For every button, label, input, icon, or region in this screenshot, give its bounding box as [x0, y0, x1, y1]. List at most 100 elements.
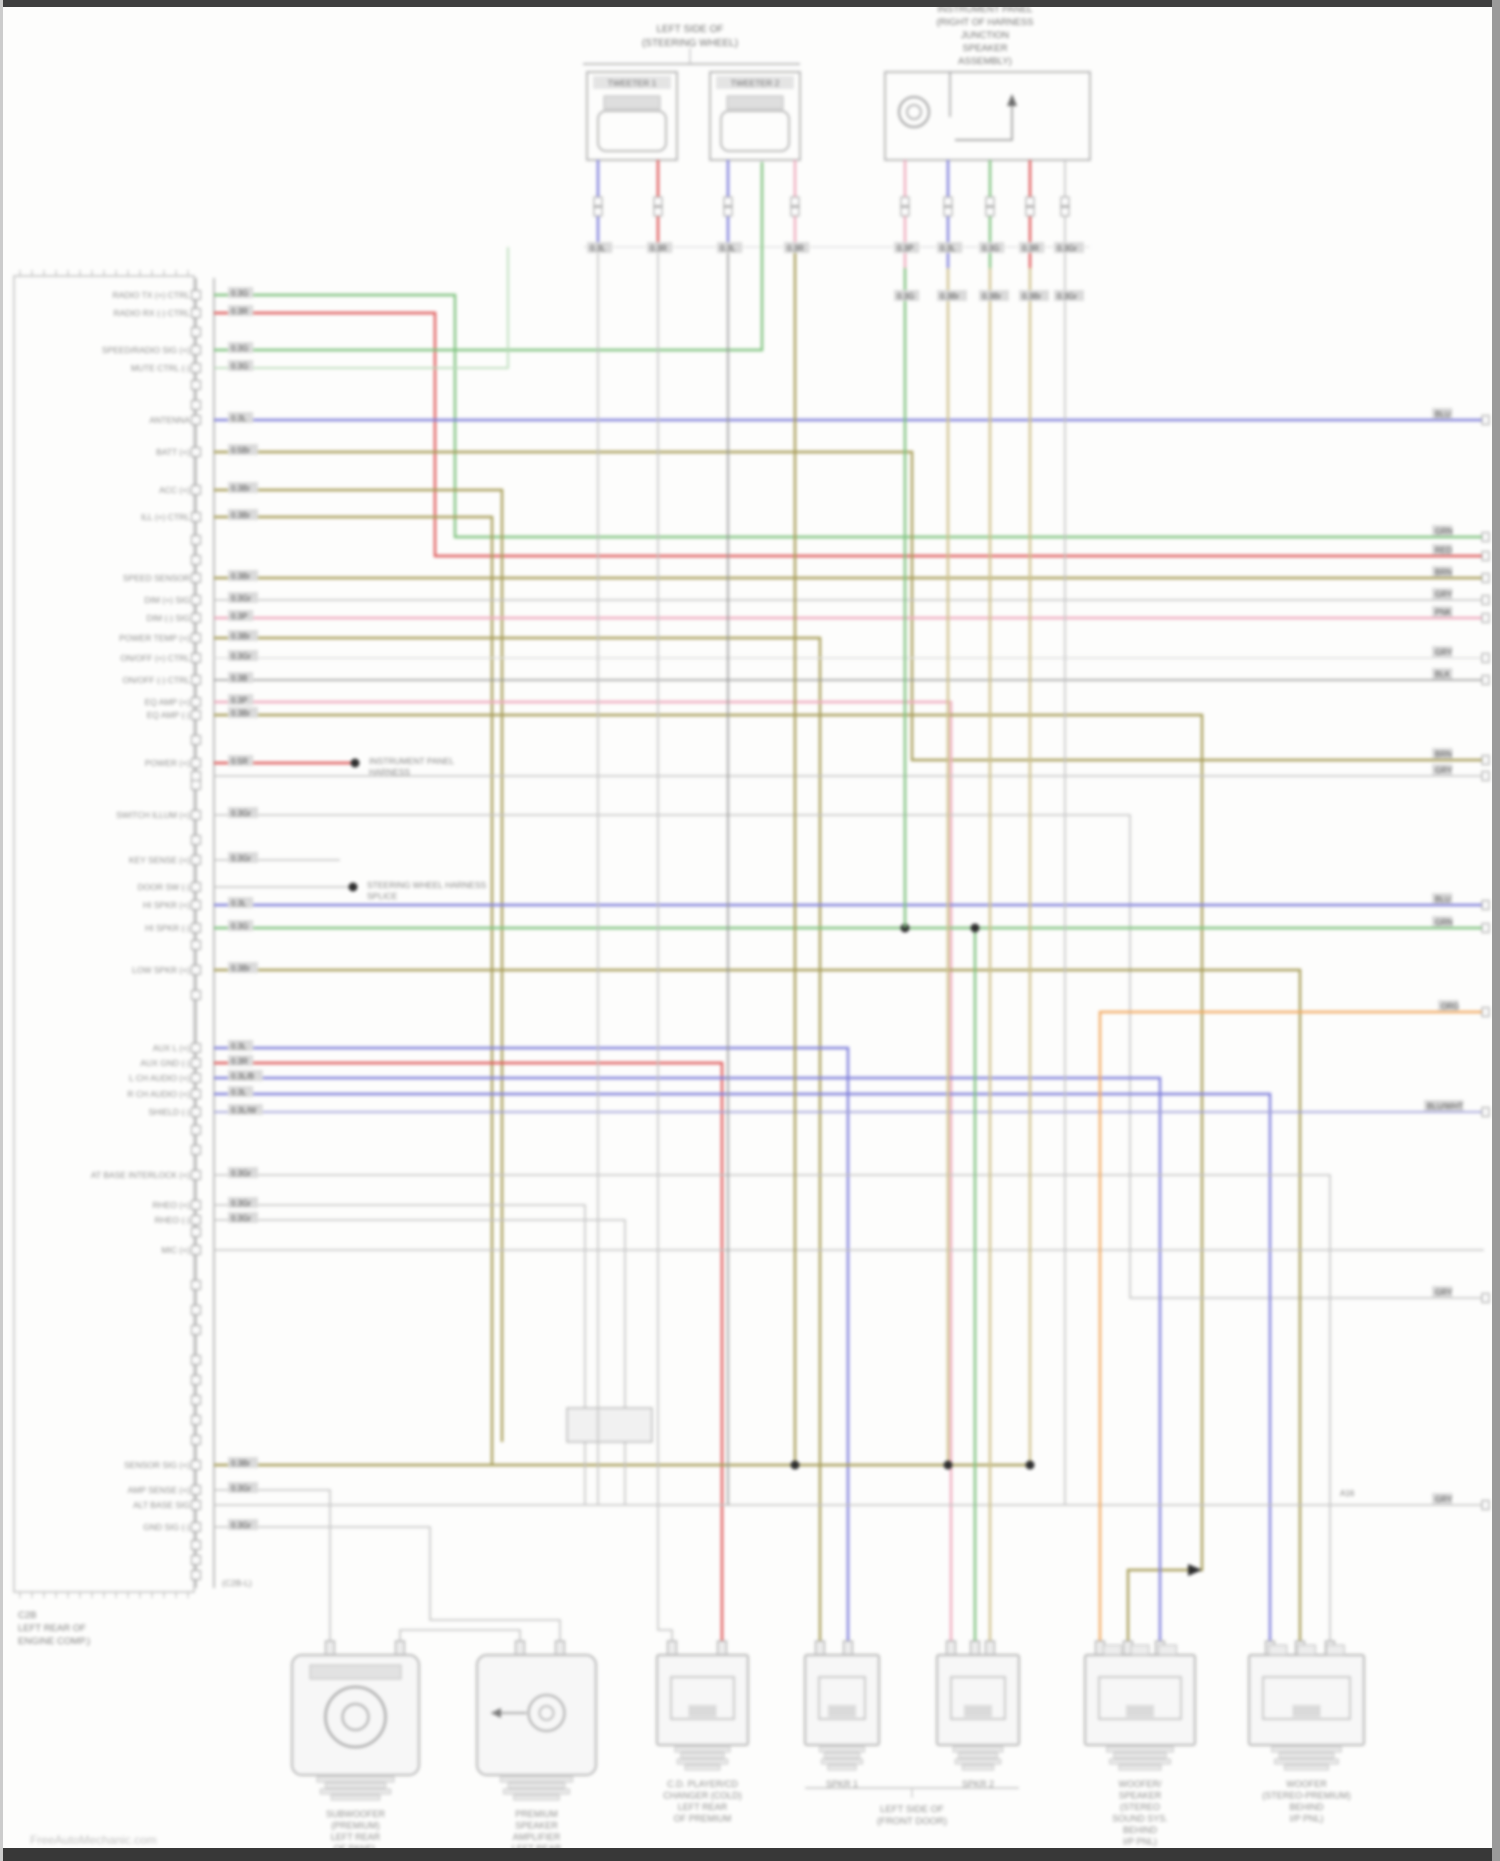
- wire-code-bg: [228, 482, 258, 493]
- pin: [191, 771, 201, 781]
- wire-row: [214, 814, 1484, 1299]
- wire-code-bg: [228, 1167, 258, 1178]
- pin: [191, 1089, 201, 1099]
- pin-label: ACC (+): [159, 485, 190, 495]
- wire-code-bg: [228, 509, 258, 520]
- internal-switch: [955, 97, 1013, 141]
- wire-code-bg: [228, 287, 254, 298]
- splice-dot: [943, 1460, 953, 1470]
- woofer-stereo-label: (STEREO: [1120, 1802, 1160, 1812]
- wire-code: 0.3L: [720, 244, 736, 253]
- exit-code: GRY: [1435, 766, 1453, 775]
- wire-code: 0.3Br: [940, 292, 959, 301]
- ecu-box: [13, 275, 195, 1593]
- wire-code-bg: [228, 1086, 254, 1097]
- page-border-top: [0, 0, 1500, 7]
- wire-code: 0.3P: [231, 696, 247, 705]
- wire-row: [214, 700, 953, 1648]
- pin: [191, 1355, 201, 1365]
- inline-pin: [723, 196, 733, 207]
- page-border-bottom: [0, 1848, 1500, 1861]
- front-door-speaker-1-foot: [824, 1752, 860, 1759]
- front-door-speaker-1-label: SPKR 1: [826, 1779, 858, 1789]
- pin: [191, 1245, 201, 1255]
- exit-code: BLU: [1435, 410, 1451, 419]
- component-pin: [815, 1640, 825, 1656]
- wire-code: 0.3G: [231, 922, 248, 931]
- wire-code: 0.3Gr: [231, 1169, 251, 1178]
- pin-label: ANTENNA: [149, 415, 190, 425]
- pin: [191, 923, 201, 933]
- component-pin: [515, 1640, 525, 1656]
- exit-code: GRY: [1435, 590, 1453, 599]
- pin: [191, 855, 201, 865]
- subwoofer-speaker-box: [291, 1654, 420, 1776]
- assembly-caption: LEFT SIDE OF: [656, 24, 723, 35]
- woofer-stereo-foot: [1113, 1752, 1167, 1759]
- wire-code: 0.3Gr: [231, 1521, 251, 1530]
- exit-pin: [1481, 595, 1490, 605]
- shared-bracket-label: (FRONT DOOR): [877, 1816, 947, 1827]
- wire-code-bg: [228, 897, 254, 908]
- pin: [191, 363, 201, 373]
- pin-label: LOW SPKR (+): [132, 965, 190, 975]
- pin: [191, 1570, 201, 1580]
- inline-junction-box: [566, 1407, 653, 1443]
- connector-inner: [1262, 1676, 1351, 1720]
- inline-pin: [1060, 206, 1070, 217]
- speaker-cone: [720, 110, 790, 152]
- pin: [191, 1395, 201, 1405]
- exit-code-bg: [1424, 1100, 1464, 1111]
- pin-label: MUTE CTRL (-): [131, 363, 190, 373]
- pin-label: AMP SENSE (+): [128, 1485, 191, 1495]
- inline-pin: [943, 196, 953, 207]
- wire-code-bg: [228, 444, 258, 455]
- tweeter1-neg: [657, 250, 673, 1648]
- inline-pin: [1025, 196, 1035, 207]
- front-door-speaker-2-label: SPKR 2: [962, 1779, 994, 1789]
- exit-pin: [1481, 923, 1490, 933]
- pin: [191, 1555, 201, 1565]
- wire-code-bg: [228, 630, 258, 641]
- wire-code: 0.3Gr: [231, 1214, 251, 1223]
- front-door-speaker-2-foot: [954, 1758, 1002, 1765]
- woofer-premium-foot: [1271, 1746, 1342, 1753]
- wire-row: [214, 968, 1302, 1648]
- pin: [191, 327, 201, 337]
- wire-code-bg: [228, 807, 258, 818]
- pin: [191, 1170, 201, 1180]
- cd-changer-label: C.D. PLAYER/CD: [667, 1779, 738, 1789]
- exit-pin: [1481, 1107, 1490, 1117]
- subwoofer-speaker-label: LEFT REAR: [331, 1832, 381, 1842]
- exit-code: GRN: [1435, 918, 1453, 927]
- speaker-amplifier-label: AMPLIFIER: [513, 1832, 561, 1842]
- pin-label: DIM (+) SIG: [144, 595, 190, 605]
- pin: [191, 835, 201, 845]
- wire-code-bg: [228, 1070, 263, 1081]
- exit-code-bg: [1432, 606, 1453, 617]
- wire-code: 0.3Br: [231, 1459, 250, 1468]
- inline-pin: [985, 206, 995, 217]
- woofer-premium-foot: [1284, 1764, 1329, 1771]
- pin-label: AUX GND (-): [140, 1058, 190, 1068]
- exit-code-bg: [1438, 1000, 1459, 1011]
- wire-row: [214, 450, 1484, 762]
- pin-label: ALT BASE SIG: [133, 1500, 190, 1510]
- speaker-symbol: [898, 96, 930, 128]
- wire-code: 0.3Br: [231, 709, 250, 718]
- exit-pin: [1481, 1007, 1490, 1017]
- wire-code: 0.3Br: [231, 484, 250, 493]
- wire-code: 0.3G: [231, 344, 248, 353]
- woofer-stereo-label: I/P PNL): [1123, 1837, 1157, 1847]
- exit-code: GRY: [1435, 1288, 1453, 1297]
- wire-row: [214, 1061, 724, 1648]
- wire-code: 0.3Br: [231, 964, 250, 973]
- wire-code-bg: [587, 242, 613, 253]
- pin: [191, 1215, 201, 1225]
- pin: [191, 595, 201, 605]
- exit-code: BLU: [1435, 895, 1451, 904]
- page-border-left: [0, 0, 3, 1861]
- pin: [191, 1200, 201, 1210]
- inline-pin: [790, 206, 800, 217]
- pin-label: KEY SENSE (+): [129, 855, 190, 865]
